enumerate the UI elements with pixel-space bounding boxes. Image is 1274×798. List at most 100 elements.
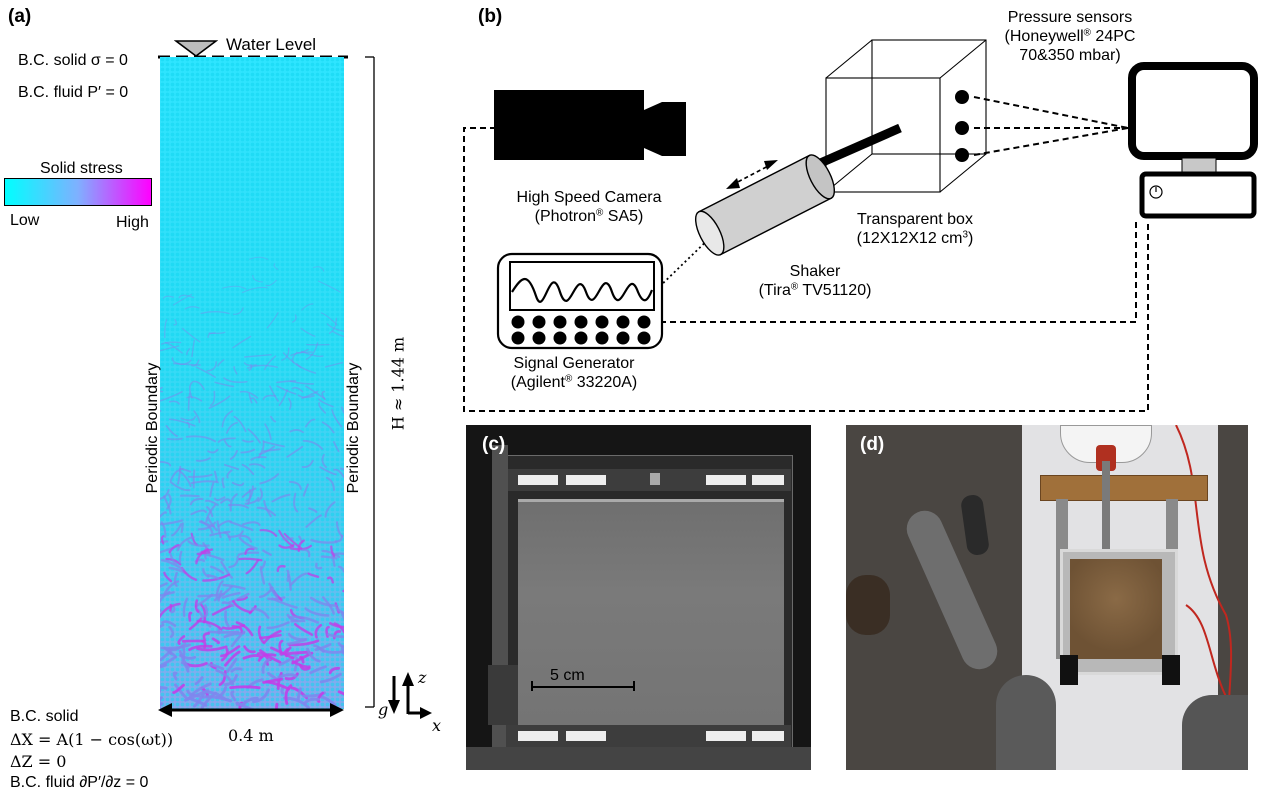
force-chain bbox=[213, 470, 218, 483]
force-chain bbox=[188, 611, 193, 622]
generator-label: Signal Generator (Agilent® 33220A) bbox=[510, 355, 638, 392]
force-chain bbox=[207, 332, 216, 339]
force-chain bbox=[208, 331, 226, 335]
force-chain bbox=[181, 644, 186, 665]
force-chain bbox=[248, 364, 253, 371]
force-chain bbox=[278, 652, 300, 667]
force-chain bbox=[222, 285, 247, 290]
colorbar-low-label: Low bbox=[10, 212, 40, 229]
force-chain bbox=[172, 362, 201, 366]
force-chain bbox=[302, 439, 324, 450]
force-chain bbox=[173, 683, 189, 701]
force-chain bbox=[230, 667, 243, 673]
force-chain bbox=[263, 355, 277, 371]
force-chain bbox=[258, 586, 274, 599]
force-chain bbox=[245, 559, 260, 575]
force-chain bbox=[312, 644, 325, 653]
force-chain bbox=[326, 476, 335, 491]
force-chain bbox=[223, 439, 232, 448]
periodic-boundary-right: Periodic Boundary bbox=[345, 362, 362, 494]
force-chain bbox=[319, 672, 342, 684]
force-chain bbox=[192, 469, 196, 489]
force-chain bbox=[242, 439, 254, 443]
force-chain bbox=[228, 555, 239, 569]
force-chain bbox=[252, 274, 264, 283]
force-chain bbox=[172, 683, 185, 695]
force-chain bbox=[160, 519, 184, 526]
camera-label: High Speed Camera (Photron® SA5) bbox=[516, 189, 662, 226]
force-chain bbox=[160, 582, 168, 588]
force-chain bbox=[288, 639, 320, 647]
force-chain bbox=[333, 441, 340, 452]
force-chain bbox=[262, 394, 277, 401]
force-chain bbox=[232, 335, 252, 349]
force-chain bbox=[207, 517, 218, 532]
generator-button bbox=[574, 331, 588, 345]
force-chain bbox=[306, 647, 321, 663]
force-chain bbox=[309, 665, 327, 675]
force-chain bbox=[178, 550, 183, 564]
force-chain bbox=[160, 648, 173, 662]
force-chain bbox=[188, 617, 203, 631]
panel-label-b: (b) bbox=[478, 6, 503, 27]
force-chain bbox=[240, 448, 256, 454]
force-chain bbox=[333, 622, 344, 635]
bc-bottom-dx: ΔX = A(1 − cos(ωt)) bbox=[10, 730, 174, 749]
force-chain bbox=[248, 463, 266, 469]
pressure-sensors-label: Pressure sensors (Honeywell® 24PC 70&350… bbox=[1004, 9, 1136, 65]
force-chain bbox=[269, 385, 279, 402]
force-chain bbox=[230, 630, 246, 648]
force-chain bbox=[262, 549, 272, 556]
force-chain bbox=[190, 509, 207, 516]
force-chain bbox=[289, 572, 308, 587]
force-chain bbox=[265, 279, 277, 287]
force-chain bbox=[273, 263, 279, 270]
force-chain bbox=[263, 499, 272, 518]
axis-g-label: g bbox=[378, 700, 389, 719]
force-chain bbox=[239, 390, 259, 399]
panel-label-c: (c) bbox=[482, 434, 506, 455]
force-chain bbox=[235, 621, 254, 637]
force-chain bbox=[170, 606, 176, 614]
force-chain bbox=[244, 354, 272, 358]
force-chain bbox=[259, 473, 280, 485]
force-chain bbox=[194, 676, 204, 686]
force-chain bbox=[195, 457, 211, 462]
force-chain bbox=[168, 543, 180, 554]
force-chain bbox=[173, 319, 177, 326]
force-chain bbox=[282, 537, 294, 541]
force-chain bbox=[251, 607, 270, 619]
force-chain bbox=[257, 488, 263, 502]
generator-button bbox=[595, 331, 609, 345]
force-chain bbox=[222, 583, 246, 590]
force-chain bbox=[223, 377, 248, 383]
height-bracket bbox=[365, 56, 375, 708]
force-chain bbox=[194, 599, 200, 613]
force-chain bbox=[283, 532, 303, 550]
force-chain bbox=[340, 610, 344, 622]
generator-button bbox=[616, 331, 630, 345]
force-chain bbox=[305, 418, 316, 428]
bc-bottom-dz: ΔZ = 0 bbox=[10, 752, 67, 771]
force-chain bbox=[235, 701, 255, 709]
force-chain bbox=[301, 459, 314, 468]
generator-button bbox=[574, 315, 588, 329]
solid-stress-colorbar bbox=[4, 178, 152, 206]
force-chain bbox=[160, 559, 184, 571]
force-chain bbox=[308, 507, 318, 513]
force-chain bbox=[257, 653, 277, 662]
force-chain bbox=[291, 660, 311, 669]
force-chain bbox=[227, 530, 244, 538]
force-chain bbox=[290, 619, 306, 623]
force-chain bbox=[324, 501, 336, 518]
force-chain bbox=[184, 306, 200, 310]
force-chain bbox=[181, 327, 201, 343]
force-chain bbox=[287, 632, 308, 641]
force-chain bbox=[299, 664, 311, 671]
force-chain bbox=[321, 549, 341, 559]
force-chain bbox=[190, 359, 200, 367]
force-chain bbox=[196, 645, 228, 652]
force-chain bbox=[319, 466, 337, 476]
force-chain bbox=[241, 487, 257, 498]
force-chain bbox=[210, 565, 225, 575]
